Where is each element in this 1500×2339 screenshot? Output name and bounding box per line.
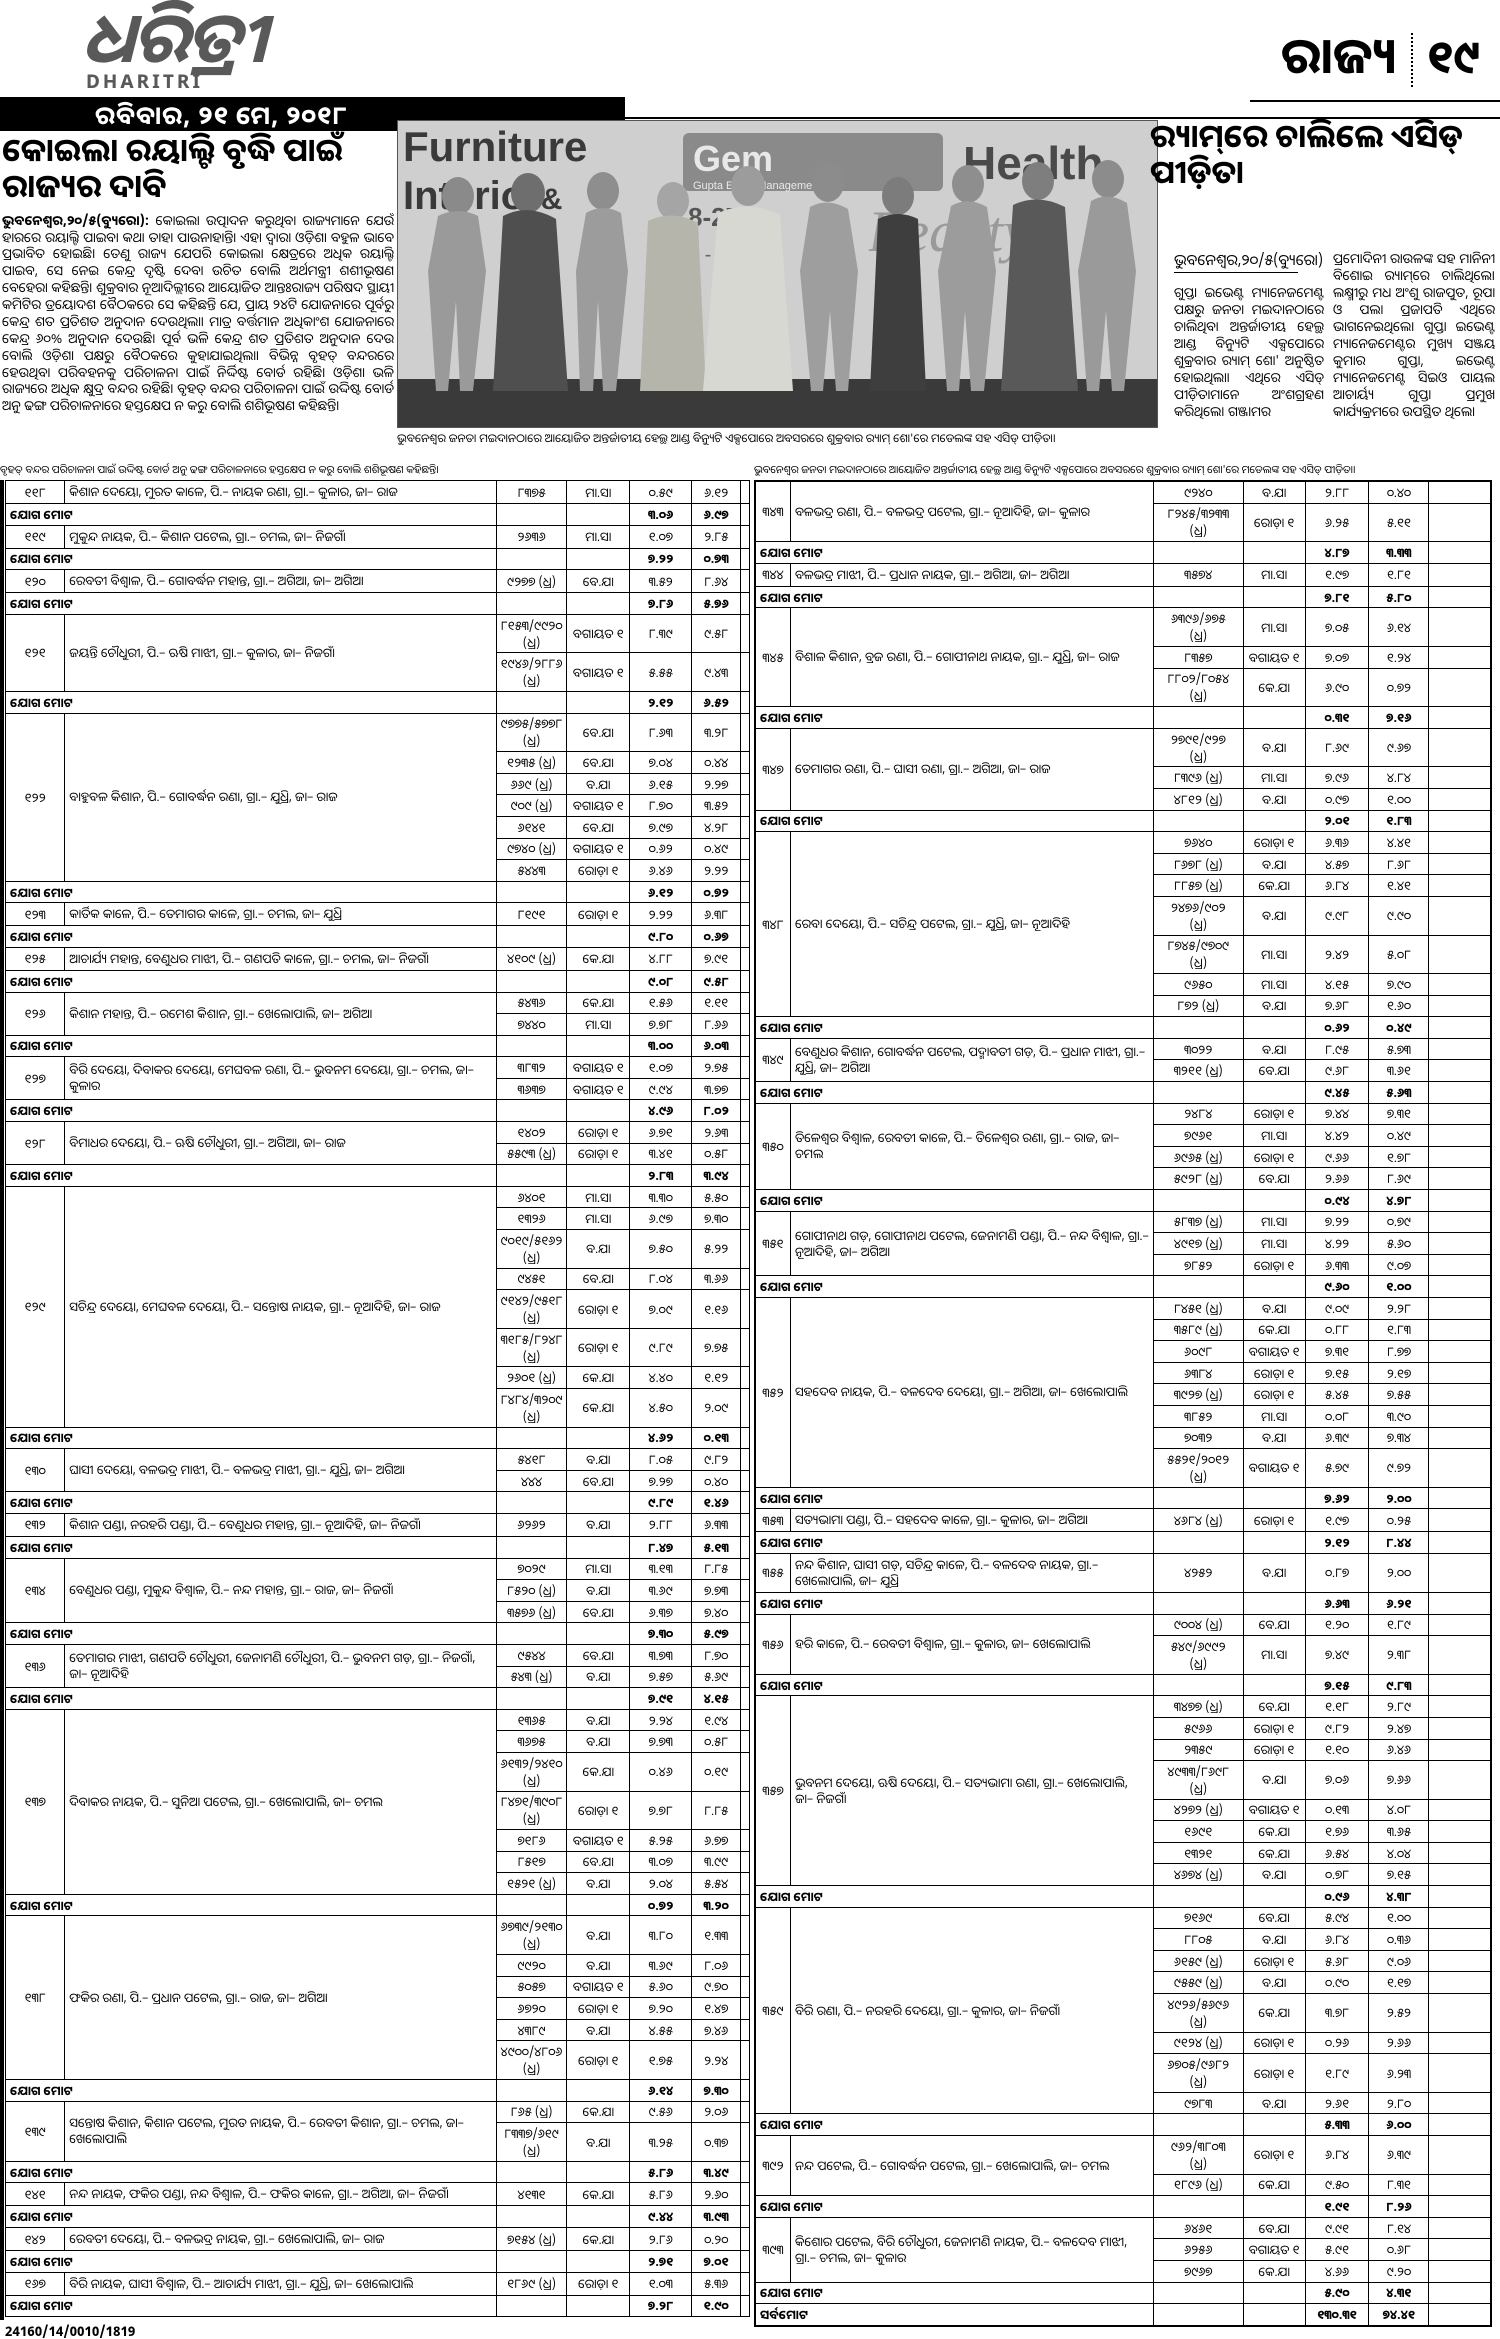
svg-text:Gem: Gem <box>693 138 773 179</box>
svg-text:Furniture: Furniture <box>403 123 587 170</box>
